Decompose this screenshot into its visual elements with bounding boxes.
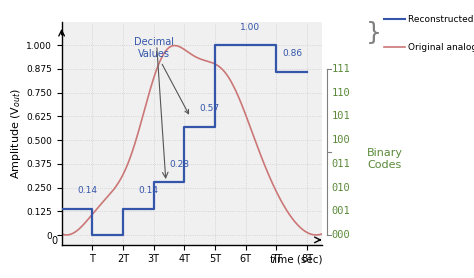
Text: Decimal
Values: Decimal Values (134, 38, 189, 114)
Text: }: } (365, 21, 382, 45)
Text: 101: 101 (332, 111, 351, 121)
Text: 110: 110 (332, 88, 351, 98)
Text: 100: 100 (332, 135, 351, 145)
Text: 010: 010 (332, 183, 351, 193)
Text: 0.14: 0.14 (77, 186, 97, 195)
Text: 0.28: 0.28 (169, 160, 189, 168)
Text: 011: 011 (332, 159, 351, 169)
Y-axis label: Amplitude (V$_{out}$): Amplitude (V$_{out}$) (9, 88, 23, 179)
Text: 0.86: 0.86 (283, 49, 302, 58)
Text: 0.57: 0.57 (200, 105, 220, 113)
Text: 111: 111 (332, 64, 351, 74)
Text: 000: 000 (332, 230, 351, 240)
Text: 1.00: 1.00 (239, 23, 260, 32)
Text: Binary
Codes: Binary Codes (367, 148, 403, 170)
Text: Reconstructed waveform: Reconstructed waveform (408, 15, 474, 24)
Text: 001: 001 (332, 206, 351, 216)
Text: 0.14: 0.14 (138, 186, 158, 195)
Text: Original analog waveform: Original analog waveform (408, 43, 474, 52)
Text: time (sec): time (sec) (270, 254, 322, 264)
Text: 0: 0 (51, 236, 57, 246)
